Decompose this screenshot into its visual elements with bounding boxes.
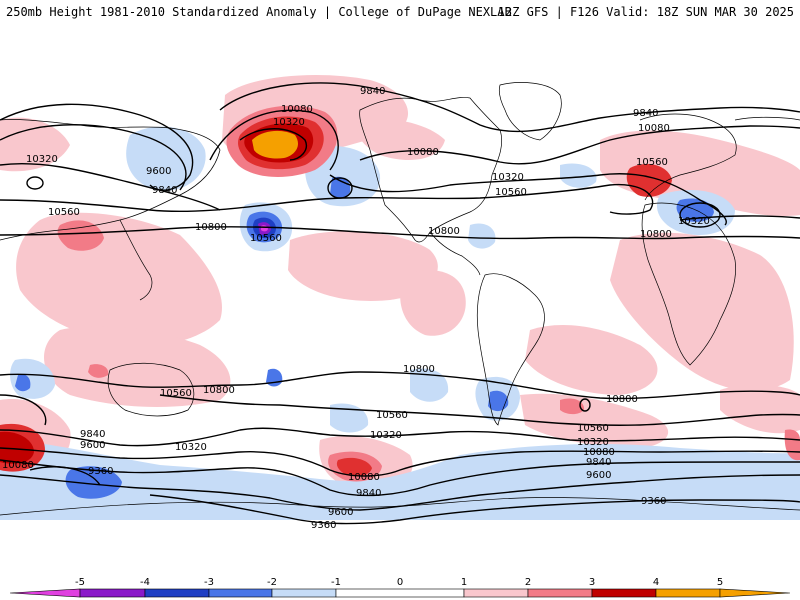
contour-label: 10320 <box>273 117 305 128</box>
colorbar-tick-label: -4 <box>140 577 150 588</box>
contour-label: 9360 <box>88 466 113 477</box>
colorbar-swatch <box>144 588 210 598</box>
contour-label: 9600 <box>146 166 171 177</box>
colorbar-swatch <box>208 588 273 598</box>
colorbar: -5 -4 -3 -2 -1 0 1 2 3 4 5 <box>9 577 791 598</box>
colorbar-swatches <box>9 588 791 598</box>
contour-label: 9600 <box>328 507 353 518</box>
contour-label: 10560 <box>495 187 527 198</box>
colorbar-swatch <box>335 588 465 598</box>
contour-label: 9600 <box>80 440 105 451</box>
colorbar-tick-label: -3 <box>204 577 214 588</box>
height-contours <box>0 82 800 525</box>
contour-label: 10320 <box>175 442 207 453</box>
contour-label: 10800 <box>195 222 227 233</box>
contour-label: 10800 <box>640 229 672 240</box>
colorbar-tick-label: 0 <box>397 577 403 588</box>
colorbar-swatch <box>463 588 529 598</box>
colorbar-swatch <box>527 588 593 598</box>
negative-anomaly-light <box>0 126 800 520</box>
colorbar-swatch <box>79 588 146 598</box>
colorbar-swatch <box>719 588 791 598</box>
contour-labels: 9840 10080 10320 9600 9840 10320 10560 1… <box>2 86 710 531</box>
contour-label: 10800 <box>203 385 235 396</box>
contour-label: 10560 <box>250 233 282 244</box>
contour-label: 10560 <box>376 410 408 421</box>
colorbar-swatch <box>271 588 337 598</box>
contour-label: 9840 <box>80 429 105 440</box>
contour-label: 9840 <box>152 185 177 196</box>
contour-label: 10800 <box>428 226 460 237</box>
map-title: 250mb Height 1981-2010 Standardized Anom… <box>6 5 512 19</box>
contour-label: 10800 <box>403 364 435 375</box>
colorbar-tick-label: -5 <box>75 577 85 588</box>
contour-label: 10320 <box>678 216 710 227</box>
colorbar-swatch <box>9 588 81 598</box>
contour-label: 9600 <box>586 470 611 481</box>
contour-label: 10560 <box>160 388 192 399</box>
contour-label: 9360 <box>311 520 336 531</box>
colorbar-tick-label: -2 <box>267 577 277 588</box>
colorbar-tick-label: 5 <box>717 577 723 588</box>
contour-label: 10320 <box>577 437 609 448</box>
contour-label: 10080 <box>583 447 615 458</box>
model-run-info: 12Z GFS | F126 Valid: 18Z SUN MAR 30 202… <box>497 5 794 19</box>
contour-label: 9360 <box>641 496 666 507</box>
anomaly-map: 9840 10080 10320 9600 9840 10320 10560 1… <box>0 36 800 551</box>
contour-label: 10560 <box>577 423 609 434</box>
contour-label: 10800 <box>606 394 638 405</box>
colorbar-swatch <box>591 588 657 598</box>
contour-label: 10320 <box>492 172 524 183</box>
contour-label: 9840 <box>356 488 381 499</box>
colorbar-ticks: -5 -4 -3 -2 -1 0 1 2 3 4 5 <box>75 577 723 588</box>
colorbar-swatch <box>655 588 721 598</box>
contour-label: 10320 <box>26 154 58 165</box>
contour-label: 10560 <box>636 157 668 168</box>
contour-label: 10080 <box>281 104 313 115</box>
contour-label: 9840 <box>360 86 385 97</box>
colorbar-tick-label: 3 <box>589 577 595 588</box>
contour-label: 10320 <box>370 430 402 441</box>
colorbar-tick-label: 4 <box>653 577 659 588</box>
colorbar-tick-label: -1 <box>331 577 341 588</box>
colorbar-tick-label: 2 <box>525 577 531 588</box>
contour-label: 9840 <box>586 457 611 468</box>
contour-label: 10080 <box>2 460 34 471</box>
contour-label: 10080 <box>407 147 439 158</box>
contour-label: 10560 <box>48 207 80 218</box>
contour-label: 10080 <box>348 472 380 483</box>
contour-label: 9840 <box>633 108 658 119</box>
colorbar-tick-label: 1 <box>461 577 467 588</box>
contour-label: 10080 <box>638 123 670 134</box>
